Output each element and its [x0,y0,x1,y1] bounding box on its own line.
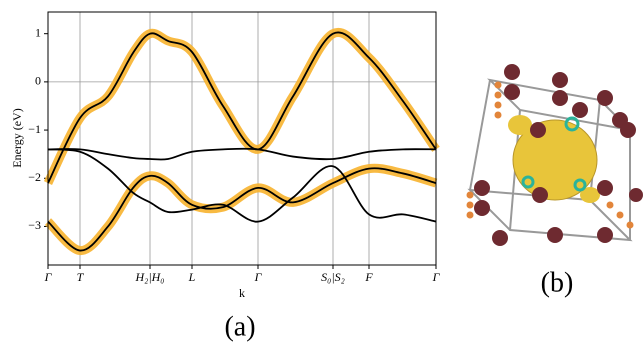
x-tick-label: L [188,270,196,284]
crystal-illustration [467,64,644,246]
x-tick-label: F [364,270,373,284]
x-axis-label: k [239,286,245,300]
band-line [48,149,436,221]
panel-label: (b) [541,267,574,298]
y-tick-label: −1 [28,122,41,136]
band-weight [48,32,436,183]
band-line [48,168,436,250]
band-line [48,32,436,183]
x-tick-label: Γ [254,270,263,284]
y-axis-label: Energy (eV) [10,108,24,167]
band-weight [48,168,436,250]
y-tick-label: −3 [28,218,41,232]
y-tick-label: −2 [28,170,41,184]
panel-label: (a) [224,311,255,342]
y-tick-label: 0 [35,74,41,88]
x-tick-label: Γ [432,270,441,284]
figure: (a) (b) k Energy (eV) Γ T H₂|H₀ L Γ S₀|S₂ F Γ −3… [0,0,644,348]
x-tick-label: T [77,270,85,284]
x-tick-label: Γ [44,270,53,284]
y-tick-label: 1 [35,25,41,39]
band-line [48,149,436,160]
x-tick-label: H₂|H₀ [135,270,165,284]
x-tick-label: S₀|S₂ [321,270,345,284]
